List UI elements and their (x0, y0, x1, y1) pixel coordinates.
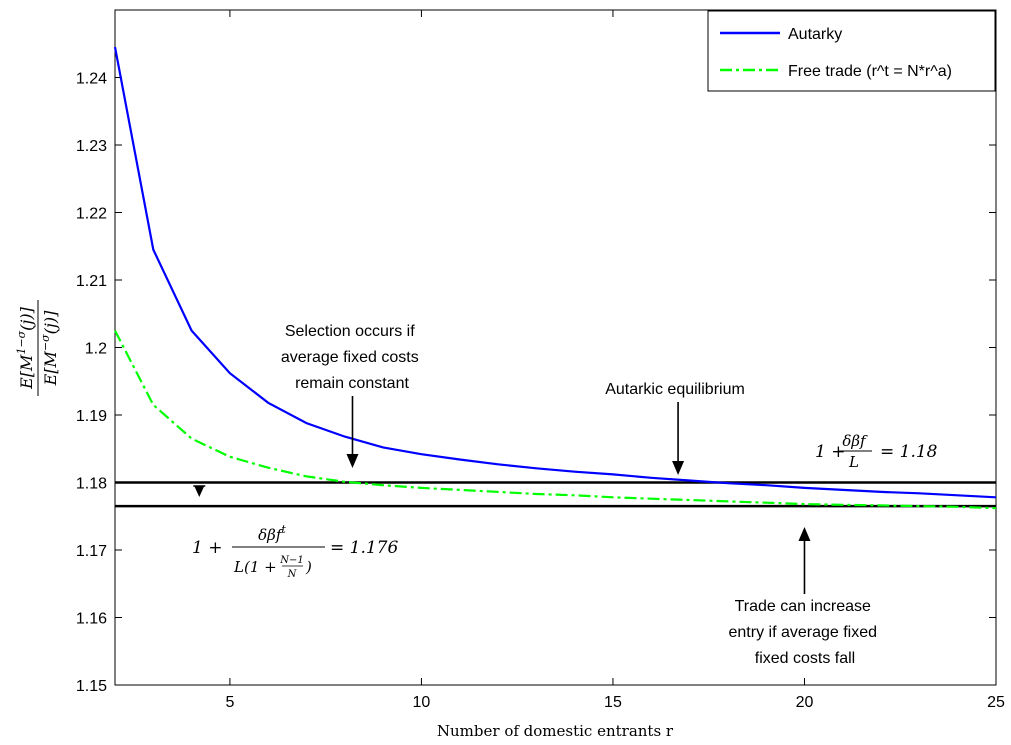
x-tick-label: 5 (225, 694, 234, 711)
y-tick-label: 1.2 (85, 341, 107, 358)
svg-text:L(1 +: L(1 + (233, 558, 277, 576)
x-tick-label: 25 (987, 694, 1005, 711)
legend-label-free-trade: Free trade (r^t = N*r^a) (788, 63, 952, 80)
y-tick-label: 1.18 (76, 476, 107, 493)
trade-arrow-head (798, 527, 811, 541)
y-axis-label: E[M1−σ(j)] E[M−σ(j)] (15, 300, 60, 396)
formula-upper: 1 + δβf L = 1.18 (815, 432, 938, 471)
series-line-free-trade (114, 330, 997, 510)
y-tick-label: 1.16 (76, 611, 107, 628)
autarkic-arrow-head (672, 461, 685, 475)
plot-area-frame (114, 9, 997, 686)
y-tick-label: 1.23 (76, 138, 107, 155)
y-axis-ticks: 1.15 1.16 1.17 1.18 1.19 1.2 1.21 1.22 1.23 1.24 (76, 71, 996, 695)
y-tick-label: 1.17 (76, 543, 107, 560)
svg-text:N−1: N−1 (279, 555, 304, 566)
y-tick-label: 1.24 (76, 71, 107, 88)
x-tick-label: 10 (413, 694, 431, 711)
small-arrow-head (194, 486, 205, 497)
y-tick-label: 1.22 (76, 206, 107, 223)
svg-text:N: N (287, 569, 298, 580)
series-group (113, 46, 997, 510)
selection-arrow-head (346, 454, 359, 468)
legend-box (707, 10, 996, 92)
svg-text:δβf: δβf (842, 432, 868, 450)
x-tick-label: 20 (796, 694, 814, 711)
y-tick-label: 1.21 (76, 273, 107, 290)
x-tick-label: 15 (604, 694, 622, 711)
formula-upper-value: = 1.18 (880, 442, 938, 462)
svg-text:): ) (305, 558, 312, 576)
svg-text:L: L (848, 453, 859, 471)
trade-annotation: Trade can increase entry if average fixe… (729, 598, 882, 667)
formula-lower: 1 + δβft L(1 + N−1 N ) = 1.176 (192, 523, 398, 580)
svg-text:E[M1−σ(j)]: E[M1−σ(j)] (15, 306, 36, 389)
series-line-autarky (113, 46, 997, 499)
svg-text:1 +: 1 + (815, 442, 845, 462)
svg-text:δβft: δβft (258, 523, 286, 544)
y-tick-label: 1.19 (76, 408, 107, 425)
svg-text:1 +: 1 + (192, 538, 222, 558)
legend: Autarky Free trade (r^t = N*r^a) (707, 10, 996, 92)
svg-text:E[M−σ(j)]: E[M−σ(j)] (39, 310, 60, 386)
x-axis-label: Number of domestic entrants r (437, 722, 674, 740)
autarkic-annotation: Autarkic equilibrium (605, 381, 745, 398)
formula-lower-value: = 1.176 (330, 538, 398, 558)
annotation-arrows (193, 396, 811, 594)
x-axis-ticks: 5 10 15 20 25 (225, 10, 1005, 711)
reference-lines (115, 481, 996, 508)
legend-label-autarky: Autarky (788, 26, 842, 43)
selection-annotation: Selection occurs if average fixed costs … (281, 323, 423, 392)
y-tick-label: 1.15 (76, 678, 107, 695)
